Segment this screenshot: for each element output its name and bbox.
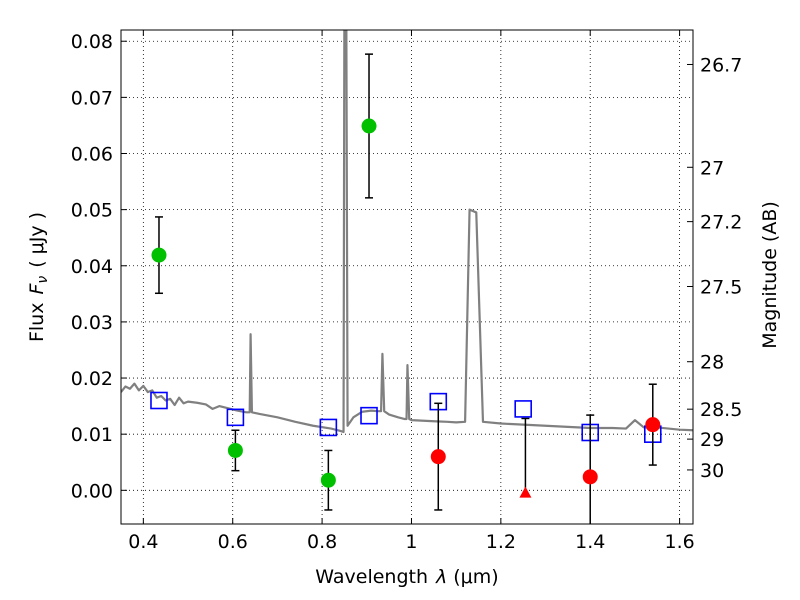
y2-tick-label: 30 bbox=[700, 460, 724, 482]
axis-ticks bbox=[121, 30, 693, 524]
y2-tick-label: 28 bbox=[700, 352, 724, 374]
model-photometry-square bbox=[150, 391, 168, 410]
y-tick-label: 0.01 bbox=[71, 424, 113, 446]
y2-tick-label: 27 bbox=[700, 157, 724, 179]
y2-tick-label: 29 bbox=[700, 429, 724, 451]
model-photometry-square bbox=[360, 406, 378, 425]
y2-tick-label: 28.5 bbox=[700, 399, 742, 421]
upper-limit-triangle bbox=[519, 486, 532, 498]
spectrum-layer bbox=[121, 30, 693, 434]
nondetection-point bbox=[582, 469, 598, 485]
y-tick-label: 0.08 bbox=[71, 31, 113, 53]
nondetection-point bbox=[430, 449, 446, 465]
y-tick-label: 0.02 bbox=[71, 368, 113, 390]
x-axis-label: Wavelength λ (μm) bbox=[315, 566, 498, 588]
x-tick-label: 1.2 bbox=[486, 531, 516, 553]
x-tick-label: 1.6 bbox=[664, 531, 694, 553]
x-tick-label: 1 bbox=[405, 531, 417, 553]
plot-frame bbox=[120, 29, 694, 525]
detection-point bbox=[320, 472, 336, 488]
detection-point bbox=[227, 442, 243, 458]
y2-tick-label: 27.5 bbox=[700, 276, 742, 298]
y-axis-label: FluxFν( μJy ) bbox=[26, 212, 51, 342]
detection-point bbox=[151, 247, 167, 263]
x-tick-label: 0.8 bbox=[307, 531, 337, 553]
x-tick-label: 0.6 bbox=[218, 531, 248, 553]
y-tick-label: 0.06 bbox=[71, 144, 113, 166]
model-photometry-square bbox=[319, 418, 338, 437]
detection-point bbox=[361, 118, 377, 134]
x-tick-label: 0.4 bbox=[128, 531, 158, 553]
x-tick-label: 1.4 bbox=[575, 531, 605, 553]
model-photometry-square bbox=[226, 408, 245, 427]
grid-lines bbox=[121, 30, 693, 524]
y-tick-label: 0.04 bbox=[71, 256, 113, 278]
data-points-layer bbox=[150, 53, 662, 524]
model-spectrum-line bbox=[121, 30, 693, 434]
y2-tick-label: 26.7 bbox=[700, 54, 742, 76]
nondetection-point bbox=[645, 417, 661, 433]
y-tick-label: 0.05 bbox=[71, 200, 113, 222]
y-tick-label: 0.03 bbox=[71, 312, 113, 334]
y-tick-label: 0.00 bbox=[71, 480, 113, 502]
model-photometry-square bbox=[514, 400, 532, 418]
y-tick-label: 0.07 bbox=[71, 87, 113, 109]
y2-axis-label: Magnitude (AB) bbox=[759, 201, 781, 349]
y2-tick-label: 27.2 bbox=[700, 212, 742, 234]
